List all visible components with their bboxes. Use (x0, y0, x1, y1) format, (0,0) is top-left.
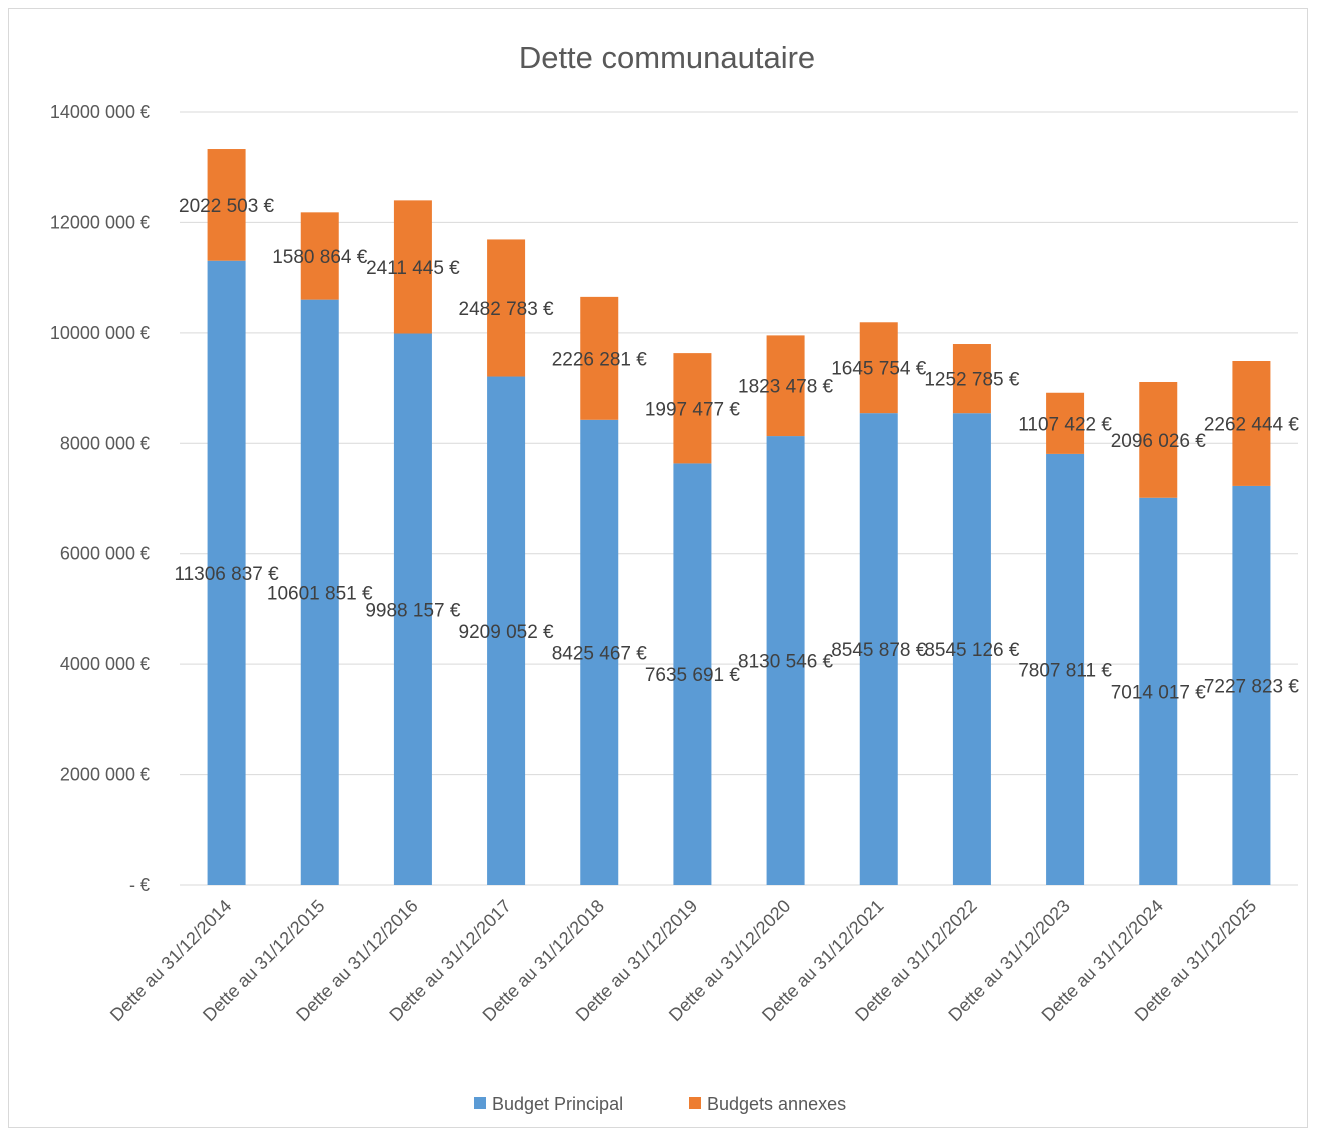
data-label-budget-principal: 10601 851 € (267, 583, 373, 604)
y-tick-label: 4000 000 € (60, 654, 150, 674)
y-tick-label: 2000 000 € (60, 765, 150, 785)
data-label-budget-principal: 8425 467 € (552, 643, 648, 664)
data-label-budget-principal: 7227 823 € (1204, 676, 1300, 697)
bar-budgets-annexes (952, 344, 991, 414)
bar-budget-principal (1046, 453, 1085, 885)
data-label-budget-principal: 8545 878 € (831, 640, 927, 661)
bar-budget-principal (487, 376, 526, 885)
bar-budgets-annexes (207, 149, 246, 261)
data-label-budgets-annexes: 1997 477 € (645, 399, 741, 420)
bars (207, 149, 1271, 886)
data-label-budgets-annexes: 2482 783 € (459, 299, 555, 320)
bar-budgets-annexes (1232, 361, 1271, 486)
bar-budgets-annexes (766, 335, 805, 437)
bar-budgets-annexes (1046, 392, 1085, 454)
y-tick-label: 6000 000 € (60, 544, 150, 564)
legend-item-budget-principal: Budget Principal (474, 1094, 623, 1114)
bar-budgets-annexes (487, 239, 526, 377)
data-label-budgets-annexes: 2096 026 € (1111, 431, 1207, 452)
data-label-budget-principal: 11306 837 € (174, 564, 279, 585)
data-label-budget-principal: 9988 157 € (365, 600, 461, 621)
data-label-budgets-annexes: 1107 422 € (1018, 414, 1112, 435)
bar-budget-principal (207, 260, 246, 886)
data-label-budgets-annexes: 1580 864 € (272, 247, 368, 268)
data-label-budgets-annexes: 2022 503 € (179, 196, 275, 217)
data-label-budgets-annexes: 1645 754 € (831, 359, 927, 380)
bar-budget-principal (859, 413, 898, 885)
data-label-budgets-annexes: 2226 281 € (552, 349, 648, 370)
data-label-budget-principal: 7807 811 € (1018, 660, 1112, 681)
bar-budgets-annexes (1139, 381, 1178, 498)
data-labels: 11306 837 € 2022 503 € 10601 851 € 1580 864… (174, 196, 1299, 703)
bar-budgets-annexes (580, 296, 619, 420)
y-tick-label: 10000 000 € (50, 323, 150, 343)
legend: Budget Principal Budgets annexes (474, 1094, 846, 1114)
bar-budgets-annexes (393, 200, 432, 334)
bar-budgets-annexes (673, 353, 712, 464)
bar-budget-principal (300, 299, 339, 886)
gridlines (180, 111, 1298, 886)
legend-swatch (474, 1097, 486, 1109)
legend-swatch (689, 1097, 701, 1109)
data-label-budgets-annexes: 1823 478 € (738, 377, 834, 398)
y-tick-label: 8000 000 € (60, 433, 150, 453)
data-label-budgets-annexes: 1252 785 € (924, 370, 1020, 391)
legend-item-budgets-annexes: Budgets annexes (689, 1094, 846, 1114)
bar-budgets-annexes (859, 322, 898, 414)
data-label-budgets-annexes: 2262 444 € (1204, 414, 1300, 435)
y-axis: - € 2000 000 € 4000 000 € 6000 000 € 8000 00… (50, 102, 150, 895)
bar-budget-principal (393, 333, 432, 885)
y-tick-label: 12000 000 € (50, 212, 150, 232)
data-label-budget-principal: 7014 017 € (1111, 682, 1207, 703)
data-label-budget-principal: 9209 052 € (459, 622, 555, 643)
y-tick-label: - € (129, 875, 150, 895)
data-label-budgets-annexes: 2411 445 € (366, 258, 460, 279)
bar-budget-principal (766, 436, 805, 885)
data-label-budget-principal: 7635 691 € (645, 665, 741, 686)
bar-budgets-annexes (300, 212, 339, 300)
bar-budget-principal (1139, 497, 1178, 885)
bar-budget-principal (580, 419, 619, 885)
bar-budget-principal (673, 463, 712, 885)
data-label-budget-principal: 8130 546 € (738, 652, 834, 673)
legend-label: Budgets annexes (707, 1094, 846, 1114)
y-tick-label: 14000 000 € (50, 102, 150, 122)
bar-budget-principal (952, 413, 991, 885)
chart-frame (8, 8, 1308, 1128)
chart-title: Dette communautaire (519, 40, 815, 75)
legend-label: Budget Principal (492, 1094, 623, 1114)
data-label-budget-principal: 8545 126 € (924, 640, 1020, 661)
bar-budget-principal (1232, 485, 1271, 885)
